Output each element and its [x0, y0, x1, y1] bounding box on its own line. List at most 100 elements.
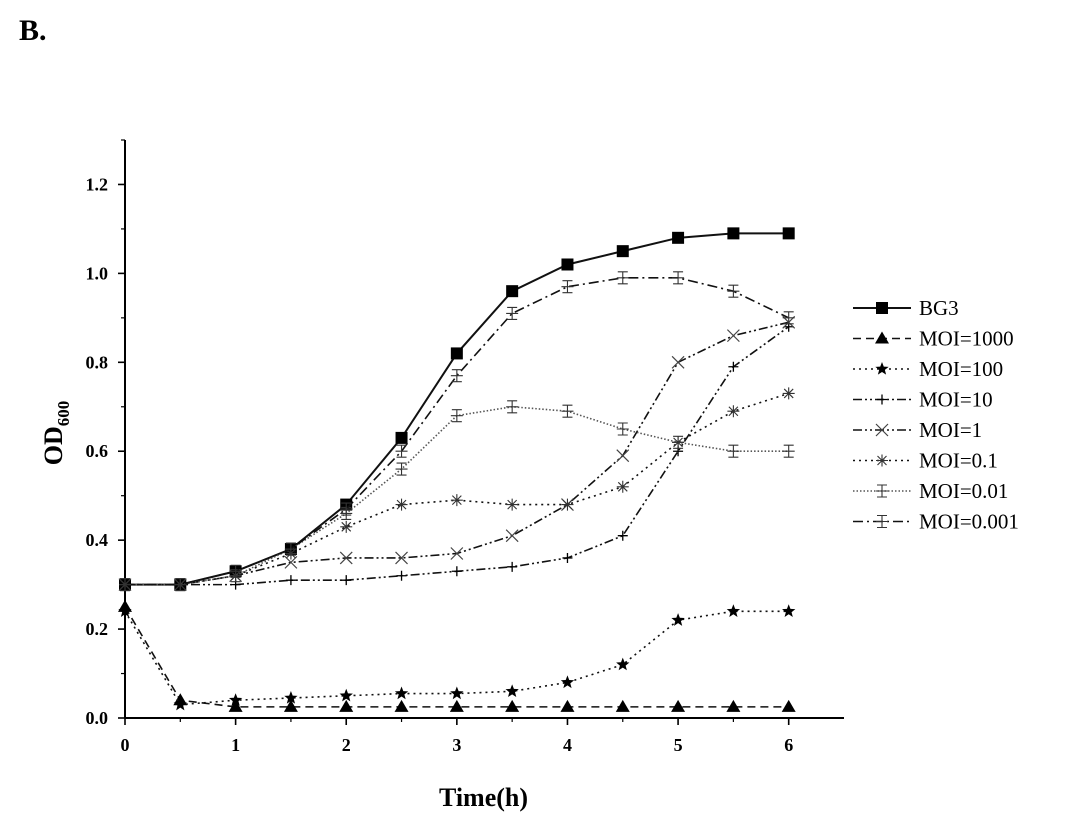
- legend-label: BG3: [919, 296, 959, 320]
- data-point-moi-0-1: [506, 498, 519, 511]
- data-point-moi-0-001: [672, 271, 685, 285]
- legend-marker: [876, 302, 888, 314]
- data-point-moi-0-001: [727, 284, 740, 298]
- data-point-moi-1000: [781, 699, 796, 712]
- data-point-moi-10: [562, 552, 573, 563]
- data-point-moi-1: [671, 355, 685, 369]
- x-tick-label: 2: [342, 735, 351, 755]
- y-tick-label: 0.2: [86, 619, 109, 639]
- x-tick-label: 6: [784, 735, 793, 755]
- data-point-moi-0-001: [229, 564, 242, 578]
- axes: 0 1 2 3 4 5 6 0.0 0.2 0.4 0.6 0.8 1.0 1.2 Time(h) OD600: [39, 139, 844, 812]
- data-point-moi-100: [505, 684, 519, 697]
- legend-label: MOI=1: [919, 418, 982, 442]
- data-point-moi-10: [451, 566, 462, 577]
- data-point-moi-1000: [449, 699, 464, 712]
- data-point-moi-0-001: [561, 280, 574, 294]
- legend-item-moi-1000: MOI=1000: [853, 327, 1014, 351]
- x-tick-label: 3: [452, 735, 461, 755]
- legend-marker: [876, 484, 888, 498]
- data-point-moi-0-001: [284, 542, 297, 556]
- series-layer: [118, 227, 796, 712]
- data-point-moi-1000: [394, 699, 409, 712]
- data-point-moi-1000: [560, 699, 575, 712]
- x-tick-label: 0: [121, 735, 130, 755]
- legend-item-moi-0-1: MOI=0.1: [853, 449, 998, 473]
- data-point-moi-0-1: [340, 520, 353, 533]
- legend-marker: [877, 394, 887, 405]
- data-point-moi-0-01: [450, 409, 463, 423]
- data-point-moi-1: [505, 529, 519, 543]
- data-point-moi-0-01: [395, 462, 408, 476]
- y-axis-title-main: OD: [39, 426, 68, 465]
- data-point-moi-100: [782, 604, 796, 617]
- series-moi-10: [120, 321, 794, 590]
- data-point-bg3: [616, 245, 629, 258]
- data-point-moi-0-1: [561, 498, 574, 511]
- legend-marker: [876, 514, 888, 529]
- data-point-moi-1: [616, 449, 630, 463]
- data-point-moi-10: [285, 575, 296, 586]
- legend-marker: [875, 331, 889, 344]
- data-point-bg3: [561, 258, 574, 271]
- legend-label: MOI=100: [919, 357, 1003, 381]
- data-point-moi-100: [173, 697, 187, 711]
- y-tick-label: 0.6: [86, 441, 109, 461]
- legend: BG3 MOI=1000 MOI=100 MOI=10 MOI=1 MOI=0.1 MOI=…: [853, 296, 1019, 534]
- data-point-moi-1: [395, 551, 408, 565]
- data-point-bg3: [506, 285, 519, 298]
- panel-label: B.: [19, 14, 47, 47]
- data-point-moi-1000: [339, 699, 354, 712]
- data-point-moi-0-01: [616, 422, 629, 436]
- data-point-moi-0-001: [506, 306, 519, 320]
- series-line-moi-10: [125, 326, 790, 586]
- data-point-moi-0-001: [119, 578, 131, 592]
- data-point-moi-1: [284, 555, 298, 569]
- data-point-moi-10: [507, 561, 518, 572]
- legend-item-bg3: BG3: [853, 296, 959, 320]
- legend-label: MOI=10: [919, 388, 993, 412]
- svg-text:OD600: OD600: [39, 401, 73, 466]
- data-point-bg3: [450, 347, 463, 360]
- data-point-moi-0-001: [174, 578, 187, 592]
- legend-label: MOI=1000: [919, 327, 1014, 351]
- legend-marker: [875, 423, 889, 437]
- legend-item-moi-0-01: MOI=0.01: [853, 479, 1008, 503]
- y-tick-label: 1.2: [86, 174, 109, 194]
- data-point-bg3: [727, 227, 740, 240]
- data-point-moi-100: [450, 686, 464, 700]
- x-tick-label: 4: [563, 735, 572, 755]
- data-point-moi-0-1: [450, 494, 463, 507]
- data-point-bg3: [395, 431, 408, 444]
- data-point-moi-0-001: [782, 311, 795, 325]
- data-point-moi-0-1: [727, 405, 740, 418]
- data-point-moi-0-01: [782, 444, 795, 458]
- legend-item-moi-0-001: MOI=0.001: [853, 510, 1019, 534]
- data-point-moi-1: [450, 547, 464, 560]
- data-point-bg3: [782, 227, 795, 240]
- legend-item-moi-1: MOI=1: [853, 418, 982, 442]
- data-point-moi-100: [339, 688, 353, 702]
- data-point-moi-0-01: [506, 400, 519, 414]
- data-point-moi-0-1: [616, 480, 629, 493]
- y-axis-title: OD600: [39, 401, 73, 466]
- data-point-moi-0-1: [395, 498, 408, 511]
- data-point-moi-0-001: [616, 271, 629, 285]
- data-point-moi-1: [726, 329, 740, 343]
- x-axis-title: Time(h): [439, 783, 528, 812]
- data-point-moi-100: [616, 657, 630, 671]
- data-point-moi-10: [728, 361, 739, 372]
- data-point-moi-100: [284, 690, 298, 704]
- x-tick-label: 5: [674, 735, 683, 755]
- y-tick-label: 0.8: [86, 352, 109, 372]
- series-moi-0-001: [119, 271, 795, 592]
- data-point-moi-10: [341, 575, 352, 586]
- data-point-moi-100: [228, 693, 243, 706]
- y-axis-title-subscript: 600: [54, 401, 73, 427]
- data-point-moi-100: [726, 604, 741, 617]
- data-point-moi-100: [671, 613, 685, 626]
- data-point-moi-1000: [671, 699, 686, 712]
- legend-label: MOI=0.1: [919, 449, 998, 473]
- data-point-moi-10: [617, 530, 628, 541]
- data-point-moi-10: [396, 570, 407, 581]
